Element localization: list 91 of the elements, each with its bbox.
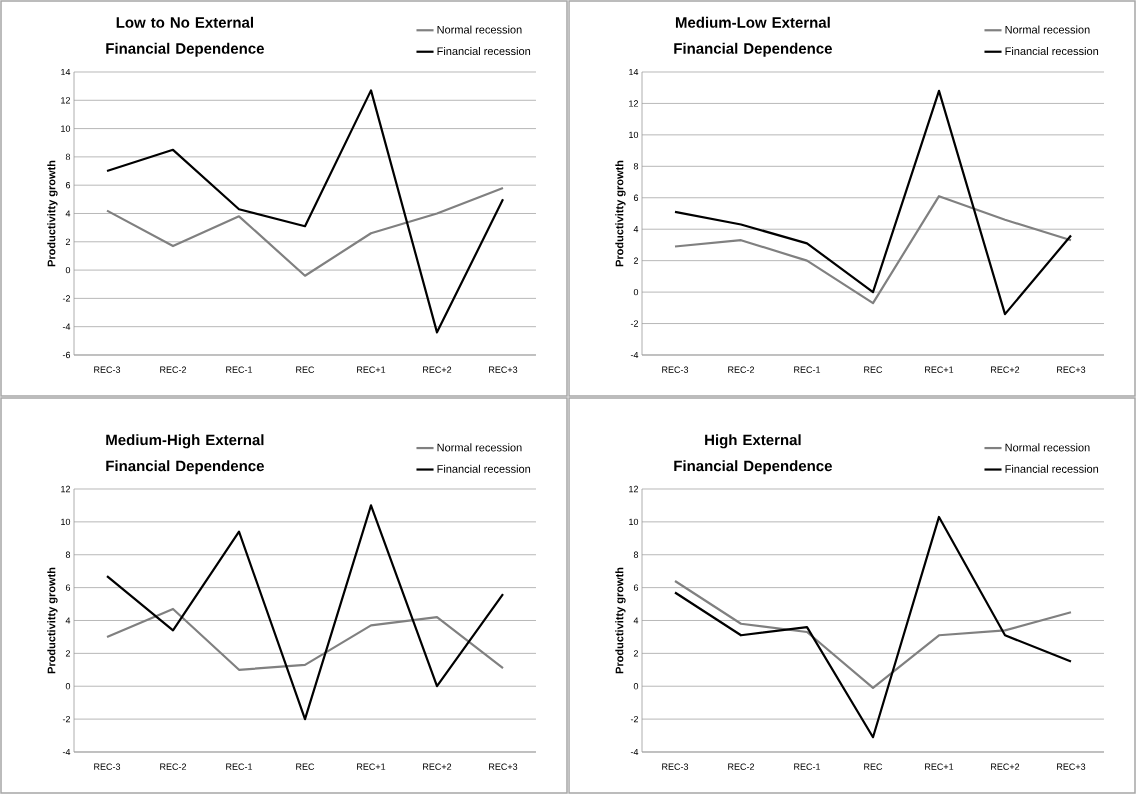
chart-title: Low to No External Financial Dependence [106, 16, 264, 57]
x-tick-label: REC+1 [357, 763, 386, 770]
y-tick-label: 14 [629, 68, 639, 76]
y-tick-label: 4 [65, 210, 71, 217]
chart-title: Medium-Low External Financial Dependence [674, 16, 832, 57]
y-tick-label: -2 [630, 320, 639, 327]
y-axis-title: Productivitty growth [615, 567, 626, 674]
x-tick-label: REC-1 [794, 763, 821, 770]
chart-title: Medium-High External Financial Dependence [106, 434, 264, 475]
line-series [105, 89, 505, 334]
y-tick-label: 10 [61, 518, 71, 526]
y-tick-label: 6 [633, 194, 639, 201]
x-tick-label: REC+1 [357, 366, 386, 373]
y-tick-label: 0 [633, 288, 639, 296]
y-tick-label: 0 [65, 266, 71, 274]
legend-label: Normal recession [437, 443, 522, 452]
y-tick-label: -4 [62, 323, 71, 330]
legend-label: Financial recession [437, 47, 531, 56]
x-tick-label: REC-2 [728, 366, 755, 373]
x-tick-label: REC+2 [423, 763, 452, 770]
line-series [673, 89, 1073, 316]
x-tick-label: REC+2 [991, 763, 1020, 770]
line-series [105, 607, 505, 671]
legend-label: Financial recession [1005, 47, 1099, 56]
y-tick-label: -2 [630, 715, 639, 723]
y-tick-label: 14 [61, 68, 71, 76]
line-series [105, 504, 505, 721]
x-tick-label: REC [296, 763, 315, 770]
x-tick-label: REC+3 [1057, 366, 1086, 373]
y-tick-label: 12 [61, 485, 71, 493]
y-tick-label: 10 [629, 131, 639, 139]
y-tick-label: 6 [633, 584, 639, 591]
x-tick-label: REC [296, 366, 315, 373]
line-series [673, 195, 1073, 305]
x-tick-label: REC [864, 763, 883, 770]
line-series [105, 186, 505, 277]
x-tick-label: REC [864, 366, 883, 373]
x-tick-label: REC+1 [925, 763, 954, 770]
y-tick-label: 2 [65, 650, 71, 657]
y-tick-label: 8 [65, 551, 71, 558]
x-tick-label: REC+3 [489, 763, 518, 770]
x-tick-label: REC-3 [662, 366, 689, 373]
y-tick-label: 0 [633, 683, 639, 690]
y-tick-label: 12 [629, 485, 639, 493]
y-tick-label: 12 [61, 97, 71, 104]
x-tick-label: REC-3 [662, 763, 689, 770]
y-tick-label: 10 [629, 518, 639, 526]
y-tick-label: -6 [62, 351, 71, 359]
y-tick-label: 0 [65, 683, 71, 690]
x-tick-label: REC-2 [160, 763, 187, 770]
y-tick-label: 6 [65, 182, 71, 189]
legend-label: Normal recession [1005, 25, 1090, 34]
y-tick-label: 4 [65, 617, 71, 624]
y-tick-label: -2 [62, 715, 71, 723]
y-tick-label: 10 [61, 125, 71, 132]
y-tick-label: 2 [633, 650, 639, 657]
x-tick-label: REC-1 [794, 366, 821, 373]
x-tick-label: REC-3 [94, 366, 121, 373]
x-tick-label: REC+1 [925, 366, 954, 373]
y-tick-label: 12 [629, 100, 639, 107]
legend-label: Normal recession [437, 25, 522, 34]
y-axis-title: Productivitty growth [47, 160, 58, 267]
x-tick-label: REC+2 [423, 366, 452, 373]
y-tick-label: 4 [633, 617, 639, 624]
y-tick-label: 8 [65, 153, 71, 161]
legend-label: Financial recession [437, 464, 531, 473]
x-tick-label: REC+3 [489, 366, 518, 373]
chart-title: High External Financial Dependence [674, 434, 832, 475]
x-tick-label: REC+3 [1057, 763, 1086, 770]
x-tick-label: REC-1 [226, 763, 253, 770]
y-tick-label: 8 [633, 163, 639, 170]
y-tick-label: -4 [630, 351, 639, 359]
y-tick-label: 4 [633, 226, 639, 233]
y-axis-title: Productivitty growth [47, 567, 58, 674]
legend-label: Normal recession [1005, 443, 1090, 452]
x-tick-label: REC-1 [226, 366, 253, 373]
legend-label: Financial recession [1005, 464, 1099, 473]
x-tick-label: REC-2 [160, 366, 187, 373]
y-tick-label: -4 [62, 748, 71, 756]
x-tick-label: REC+2 [991, 366, 1020, 373]
y-tick-label: 2 [65, 238, 71, 245]
y-tick-label: -2 [62, 295, 71, 302]
y-tick-label: 2 [633, 257, 639, 264]
x-tick-label: REC-3 [94, 763, 121, 770]
y-axis-title: Productivitty growth [615, 160, 626, 267]
line-series [673, 579, 1073, 689]
x-tick-label: REC-2 [728, 763, 755, 770]
y-tick-label: 8 [633, 551, 639, 558]
y-tick-label: 6 [65, 584, 71, 591]
y-tick-label: -4 [630, 748, 639, 756]
line-series [673, 515, 1073, 739]
